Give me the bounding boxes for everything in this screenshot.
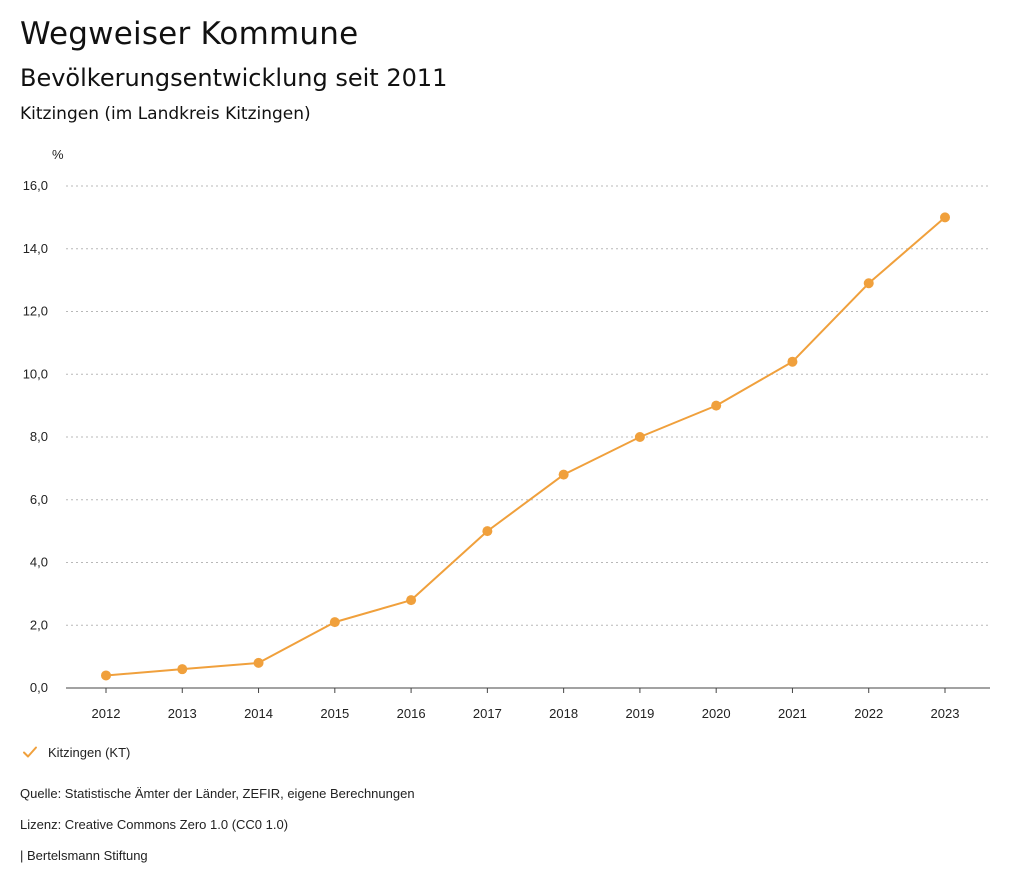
y-tick-label: 16,0 [23,178,48,193]
page-title: Wegweiser Kommune [20,16,359,52]
y-tick-label: 10,0 [23,366,48,381]
data-point[interactable] [940,212,950,223]
line-chart: 0,0 2,0 4,0 6,0 8,0 10,0 12,0 14,0 16,0 2012 2013… [23,147,990,721]
x-tick-label: 2016 [397,706,426,721]
x-tick-label: 2013 [168,706,197,721]
x-tick-label: 2018 [549,706,578,721]
y-tick-label: 0,0 [30,680,48,695]
x-tick-label: 2023 [931,706,960,721]
y-tick-labels: 0,0 2,0 4,0 6,0 8,0 10,0 12,0 14,0 16,0 [23,178,48,695]
data-point[interactable] [406,595,417,606]
x-tick-label: 2022 [854,706,883,721]
data-point[interactable] [863,278,874,289]
y-tick-label: 8,0 [30,429,48,444]
y-tick-label: 4,0 [30,555,48,570]
x-tick-label: 2014 [244,706,273,721]
series-kitzingen [101,212,950,681]
data-point[interactable] [101,670,111,681]
data-point[interactable] [787,356,798,367]
data-point[interactable] [558,469,569,480]
x-tick-label: 2021 [778,706,807,721]
region-label: Kitzingen (im Landkreis Kitzingen) [20,104,311,124]
data-point[interactable] [177,664,188,675]
source-note: Quelle: Statistische Ämter der Länder, Z… [20,786,415,801]
data-point[interactable] [329,617,340,628]
check-icon [23,746,37,758]
gridlines [66,185,990,689]
legend-label: Kitzingen (KT) [48,744,131,760]
x-tick-label: 2020 [702,706,731,721]
data-point[interactable] [711,400,722,411]
x-tick-labels: 2012 2013 2014 2015 2016 2017 2018 2019 2020 2021… [66,687,990,721]
brand-credit: | Bertelsmann Stiftung [20,848,148,863]
data-point[interactable] [253,657,264,668]
x-tick-label: 2015 [320,706,349,721]
x-tick-label: 2017 [473,706,502,721]
chart-subtitle: Bevölkerungsentwicklung seit 2011 [20,64,448,92]
x-tick-label: 2019 [625,706,654,721]
series-line [105,216,946,677]
x-tick-label: 2012 [92,706,121,721]
data-point[interactable] [482,526,493,537]
y-tick-label: 2,0 [30,617,48,632]
y-axis-unit-label: % [52,147,64,162]
license-note: Lizenz: Creative Commons Zero 1.0 (CC0 1… [20,817,289,832]
y-tick-label: 12,0 [23,304,48,319]
y-tick-label: 14,0 [23,241,48,256]
legend[interactable]: Kitzingen (KT) [22,744,130,760]
data-point[interactable] [634,432,645,442]
y-tick-label: 6,0 [30,492,48,507]
